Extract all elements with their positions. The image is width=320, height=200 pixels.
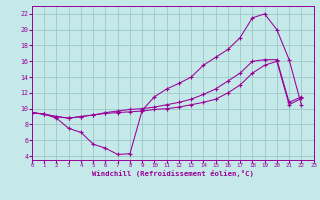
X-axis label: Windchill (Refroidissement éolien,°C): Windchill (Refroidissement éolien,°C) (92, 170, 254, 177)
